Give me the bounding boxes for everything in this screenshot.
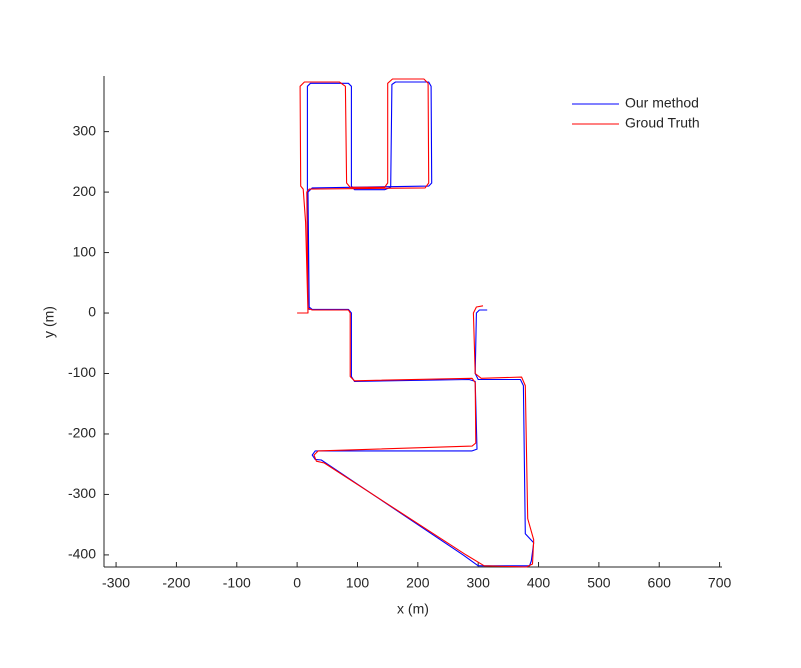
y-tick-label: 100 (73, 243, 97, 259)
y-tick-label: -300 (68, 485, 96, 501)
x-tick-label: -200 (162, 575, 190, 591)
x-tick-label: 200 (406, 575, 430, 591)
x-tick-label: -100 (223, 575, 251, 591)
y-tick-label: 300 (73, 122, 97, 138)
y-tick-label: -200 (68, 425, 96, 441)
legend-label: Our method (625, 95, 699, 111)
x-tick-label: 700 (708, 575, 732, 591)
y-axis-label: y (m) (41, 306, 57, 338)
x-tick-label: -300 (102, 575, 130, 591)
x-axis-label: x (m) (397, 601, 429, 617)
legend-label: Groud Truth (625, 115, 700, 131)
trajectory-line (297, 78, 535, 568)
x-tick-label: 500 (587, 575, 611, 591)
x-tick-label: 100 (346, 575, 370, 591)
y-tick-label: 200 (73, 183, 97, 199)
x-tick-label: 600 (648, 575, 672, 591)
x-tick-label: 0 (293, 575, 301, 591)
x-tick-label: 300 (467, 575, 491, 591)
x-tick-label: 400 (527, 575, 551, 591)
y-tick-label: 0 (88, 304, 96, 320)
trajectory-line (306, 81, 535, 567)
y-tick-label: -400 (68, 546, 96, 562)
y-tick-label: -100 (68, 364, 96, 380)
